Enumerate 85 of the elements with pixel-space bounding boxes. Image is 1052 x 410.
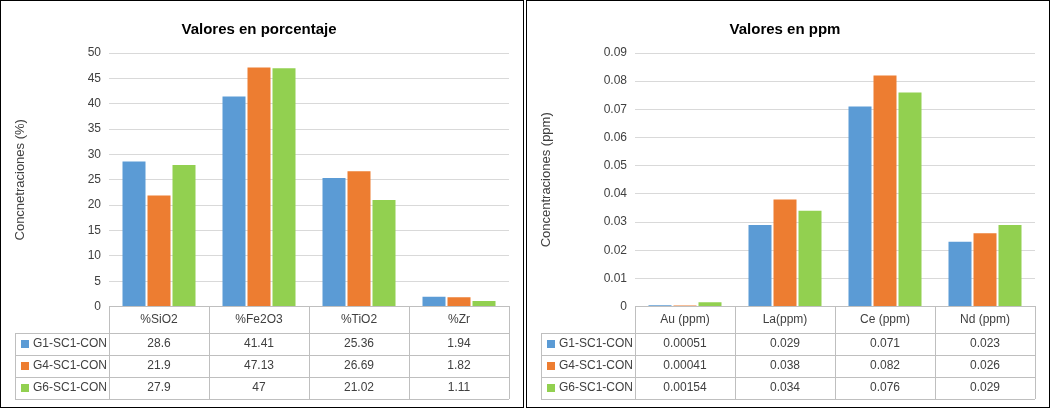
bar [422, 296, 446, 307]
bar [798, 210, 822, 307]
chart-title: Valores en ppm [729, 20, 841, 38]
y-tick-label: 0.04 [603, 186, 628, 201]
legend-label: G1-SC1-CON [33, 336, 108, 351]
y-tick-label: 5 [94, 273, 102, 288]
legend-label: G4-SC1-CON [33, 358, 108, 373]
data-label: 0.00041 [663, 358, 708, 373]
bar [122, 161, 146, 307]
y-tick-label: 35 [87, 121, 102, 136]
bar [848, 106, 872, 307]
y-axis-title: Concnetraciones (%) [12, 119, 28, 241]
bar [222, 96, 246, 307]
y-tick-label: 0.03 [603, 214, 628, 229]
bar [698, 302, 722, 307]
data-label: 0.026 [969, 358, 1001, 373]
y-tick-label: 0.07 [603, 101, 628, 116]
data-label: 27.9 [147, 380, 171, 395]
bar [247, 67, 271, 307]
legend-label: G4-SC1-CON [559, 358, 634, 373]
bar [272, 68, 296, 307]
y-axis-title: Concentraciones (ppm) [538, 112, 554, 248]
data-label: 0.029 [769, 336, 801, 351]
data-label: 0.082 [869, 358, 901, 373]
y-tick-label: 0.05 [603, 158, 628, 173]
x-tick-label: %Zr [448, 312, 470, 327]
bar [347, 171, 371, 307]
x-tick-label: La(ppm) [762, 312, 808, 327]
data-label: 47.13 [243, 358, 275, 373]
legend-label: G6-SC1-CON [33, 380, 108, 395]
y-tick-label: 15 [87, 222, 102, 237]
x-tick-label: %Fe2O3 [235, 312, 283, 327]
data-label: 47 [252, 380, 266, 395]
chart-title: Valores en porcentaje [181, 20, 337, 38]
bar [948, 241, 972, 307]
bar [322, 177, 346, 307]
data-label: 25.36 [343, 336, 375, 351]
bar [472, 300, 496, 307]
bar [172, 165, 196, 307]
bar [873, 75, 897, 307]
x-tick-label: %SiO2 [140, 312, 178, 327]
y-tick-label: 45 [87, 70, 102, 85]
y-tick-label: 40 [87, 96, 102, 111]
y-tick-label: 25 [87, 172, 102, 187]
data-label: 0.071 [869, 336, 901, 351]
bar [147, 195, 171, 307]
bar [773, 199, 797, 307]
data-label: 0.029 [969, 380, 1001, 395]
data-label: 1.11 [447, 380, 471, 395]
data-label: 0.023 [969, 336, 1001, 351]
data-label: 21.02 [343, 380, 375, 395]
y-tick-label: 0.01 [603, 270, 628, 285]
data-label: 0.034 [769, 380, 801, 395]
y-tick-label: 50 [87, 45, 102, 60]
y-tick-label: 0 [94, 298, 102, 313]
data-label: 0.038 [769, 358, 801, 373]
bar [973, 233, 997, 307]
x-tick-label: Au (ppm) [660, 312, 710, 327]
x-tick-label: Ce (ppm) [859, 312, 911, 327]
y-tick-label: 10 [87, 248, 102, 263]
data-label: 26.69 [343, 358, 375, 373]
data-label: 28.6 [147, 336, 171, 351]
bar [447, 297, 471, 307]
data-label: 21.9 [147, 358, 171, 373]
y-tick-label: 0.02 [603, 242, 628, 257]
bar [372, 199, 396, 307]
bar [898, 92, 922, 307]
data-label: 0.00154 [663, 380, 708, 395]
y-tick-label: 30 [87, 146, 102, 161]
y-tick-label: 0.08 [603, 73, 628, 88]
legend-label: G1-SC1-CON [559, 336, 634, 351]
data-label: 1.94 [447, 336, 471, 351]
bar [748, 224, 772, 307]
x-tick-label: Nd (ppm) [959, 312, 1011, 327]
legend-label: G6-SC1-CON [559, 380, 634, 395]
y-tick-label: 0 [620, 298, 628, 313]
y-tick-label: 0.06 [603, 129, 628, 144]
y-tick-label: 20 [87, 197, 102, 212]
x-tick-label: %TiO2 [340, 312, 378, 327]
data-label: 0.00051 [663, 336, 708, 351]
y-tick-label: 0.09 [603, 45, 628, 60]
data-label: 41.41 [243, 336, 275, 351]
data-label: 0.076 [869, 380, 901, 395]
bar [998, 224, 1022, 307]
data-label: 1.82 [447, 358, 471, 373]
